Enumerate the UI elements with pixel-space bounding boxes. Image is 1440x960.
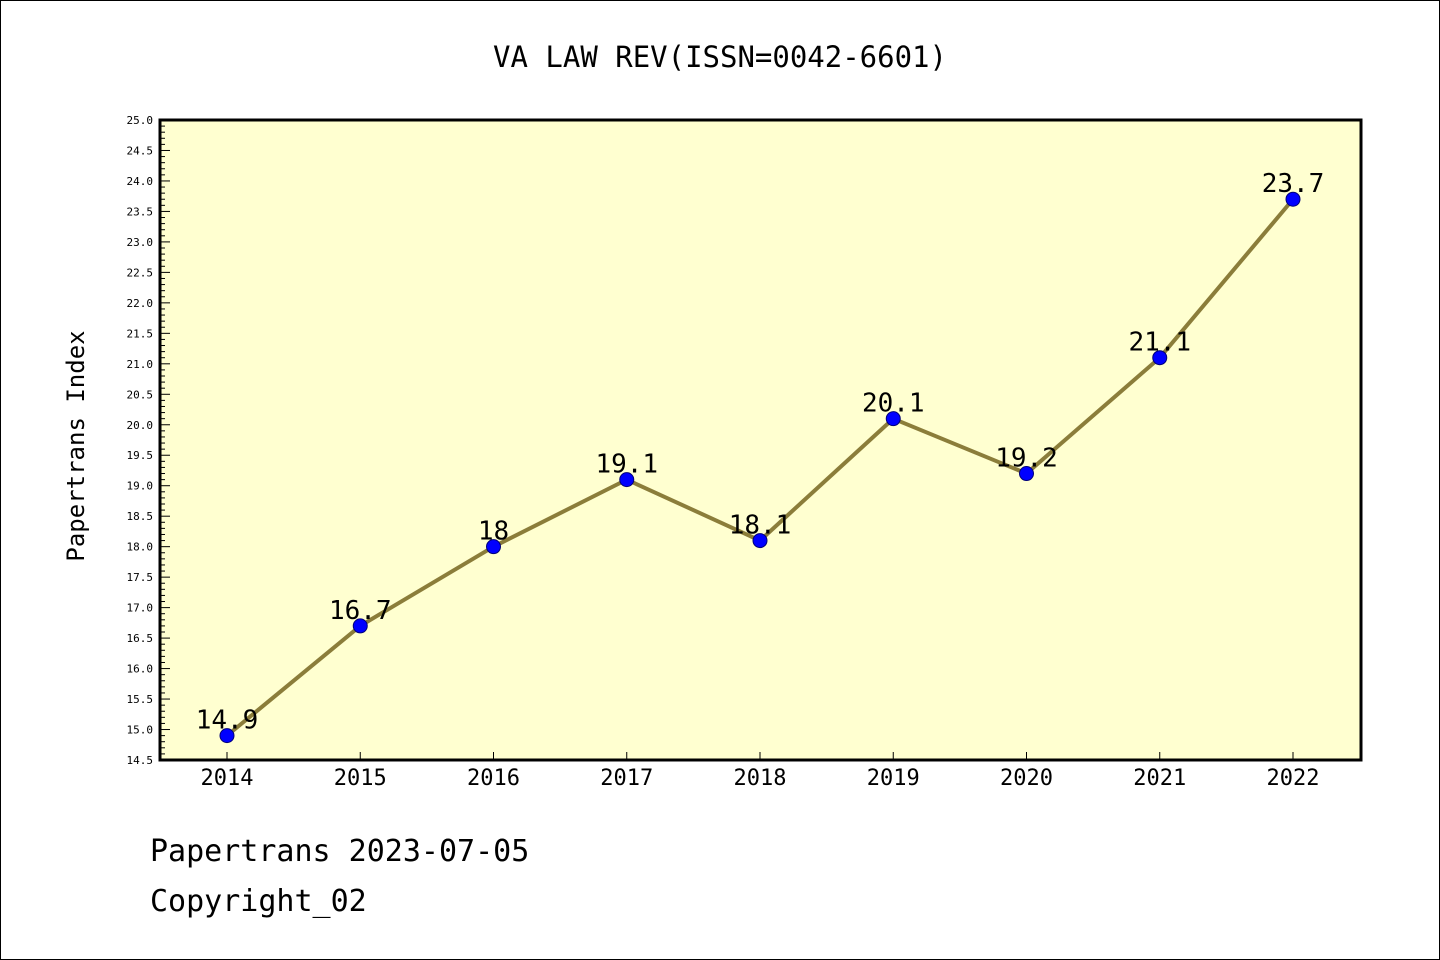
y-tick-label: 18.0	[127, 541, 154, 554]
y-tick-label: 21.0	[127, 358, 154, 371]
data-point	[1285, 191, 1301, 207]
x-tick-label: 2018	[734, 766, 787, 791]
x-axis-ticks: 2014 2015 2016 2017 2018 2019 2020 2021 2022	[201, 752, 1320, 791]
x-tick-label: 2020	[1000, 766, 1053, 791]
data-point	[885, 411, 901, 427]
y-tick-label: 14.5	[127, 754, 154, 767]
y-tick-label: 23.5	[127, 205, 154, 218]
y-axis-label: Papertrans Index	[62, 330, 90, 561]
x-tick-label: 2017	[600, 766, 653, 791]
y-tick-label: 18.5	[127, 510, 154, 523]
x-tick-label: 2014	[201, 766, 254, 791]
y-tick-label: 24.5	[127, 144, 154, 157]
y-tick-label: 19.0	[127, 480, 154, 493]
y-tick-label: 19.5	[127, 449, 154, 462]
y-tick-label: 22.5	[127, 266, 154, 279]
x-tick-label: 2015	[334, 766, 387, 791]
x-tick-label: 2016	[467, 766, 520, 791]
data-point	[486, 539, 501, 555]
y-tick-label: 16.5	[127, 632, 154, 645]
x-tick-label: 2021	[1133, 766, 1186, 791]
y-tick-label: 22.0	[127, 297, 154, 310]
data-point	[352, 618, 368, 634]
y-tick-label: 24.0	[127, 175, 154, 188]
y-tick-label: 15.0	[127, 724, 154, 737]
x-tick-label: 2019	[867, 766, 920, 791]
data-point	[219, 728, 235, 744]
y-tick-label: 20.0	[127, 419, 154, 432]
chart-title: VA LAW REV(ISSN=0042-6601)	[493, 40, 947, 74]
data-point	[1152, 350, 1168, 366]
y-tick-label: 20.5	[127, 388, 154, 401]
data-point	[1019, 466, 1034, 482]
x-tick-label: 2022	[1267, 766, 1320, 791]
y-tick-label: 25.0	[127, 114, 154, 127]
y-tick-label: 21.5	[127, 327, 154, 340]
footer-date: Papertrans 2023-07-05	[150, 834, 530, 869]
plot-border	[158, 118, 1363, 762]
y-tick-label: 15.5	[127, 693, 154, 706]
y-tick-label: 16.0	[127, 663, 154, 676]
data-point	[752, 533, 768, 549]
y-axis-ticks: 14.5 15.0 15.5 16.0 16.5 17.0 17.5 18.0 18.5 19.0…	[127, 114, 170, 767]
plot-area	[160, 120, 1361, 760]
footer-copyright: Copyright_02	[150, 884, 367, 919]
y-tick-label: 17.0	[127, 602, 154, 615]
data-point	[619, 472, 635, 488]
y-tick-label: 17.5	[127, 571, 154, 584]
y-tick-label: 23.0	[127, 236, 154, 249]
